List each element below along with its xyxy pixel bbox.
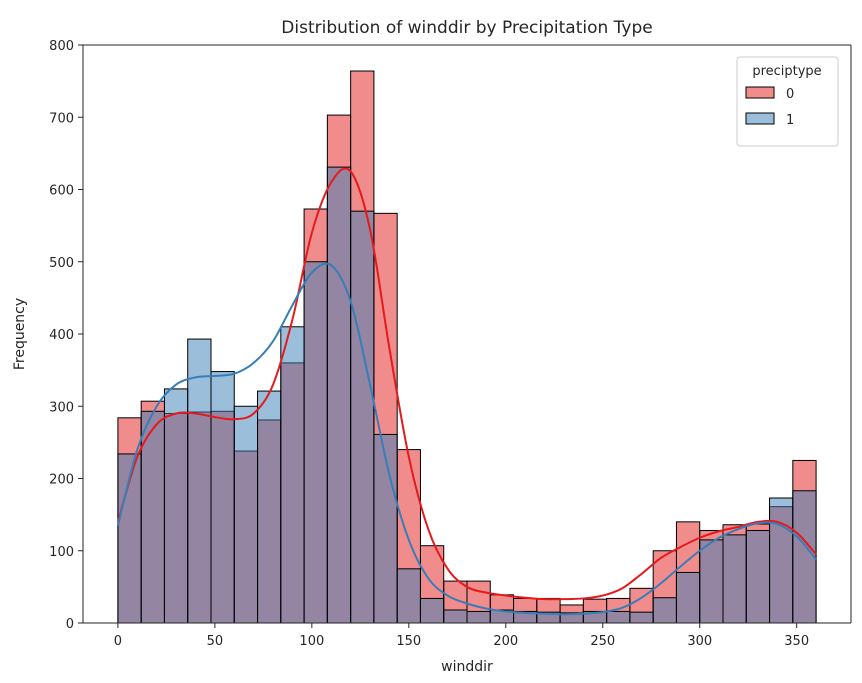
bar-series-1-bin-22: [629, 611, 654, 624]
bar-series-1-bin-26: [722, 534, 747, 624]
y-tick-label: 100: [49, 545, 74, 560]
legend-swatch-1: [745, 112, 775, 125]
y-tick-label: 500: [49, 256, 74, 271]
x-tick-label: 100: [299, 634, 324, 649]
x-tick-label: 50: [207, 634, 224, 649]
legend-label-0: 0: [786, 87, 794, 102]
bar-series-1-bin-15: [466, 610, 491, 624]
bar-series-1-bin-25: [699, 539, 724, 624]
x-tick-label: 300: [687, 634, 712, 649]
bar-series-1-bin-10: [350, 210, 375, 624]
bar-series-1-bin-4: [210, 371, 235, 624]
legend: preciptype 0 1: [736, 56, 839, 147]
x-tick-label: 350: [784, 634, 809, 649]
bar-series-1-bin-2: [163, 388, 189, 624]
series-1-kde-line: [116, 262, 817, 616]
x-tick-label: 200: [493, 634, 518, 649]
y-tick-label: 200: [49, 473, 74, 488]
y-tick-label: 600: [49, 184, 74, 199]
y-axis-ticks: 0 100 200 300 400 500 600 700 800: [49, 39, 83, 632]
y-axis-label: Frequency: [12, 298, 28, 370]
axes: [82, 44, 852, 624]
bar-series-1-bin-9: [326, 166, 352, 624]
bar-series-1-bin-12: [396, 568, 421, 624]
y-tick-label: 300: [49, 400, 74, 415]
bar-series-1-bin-28: [769, 497, 794, 624]
x-tick-label: 150: [396, 634, 421, 649]
chart-title: Distribution of winddir by Precipitation…: [281, 18, 652, 38]
y-tick-label: 700: [49, 111, 74, 126]
bar-series-1-bin-21: [606, 610, 631, 624]
bar-series-1-bin-24: [675, 571, 701, 624]
y-tick-label: 400: [49, 328, 74, 343]
bar-series-1-bin-14: [443, 609, 468, 624]
x-tick-label: 250: [590, 634, 615, 649]
bar-series-1-bin-3: [187, 338, 212, 624]
bar-series-1-bin-7: [280, 326, 305, 624]
legend-label-1: 1: [786, 113, 794, 128]
bar-series-1-bin-23: [652, 597, 677, 624]
bar-series-1-bin-5: [233, 405, 259, 624]
bar-series-1-bin-29: [792, 490, 817, 624]
bar-series-1-bin-8: [303, 261, 328, 624]
x-axis-ticks: 0 50 100 150 200 250 300 350: [114, 623, 809, 649]
bar-series-1-bin-13: [419, 597, 445, 624]
x-tick-label: 0: [114, 634, 122, 649]
legend-title: preciptype: [752, 64, 821, 79]
series-1-bars: [117, 166, 817, 624]
y-tick-label: 0: [66, 617, 74, 632]
legend-swatch-0: [745, 86, 775, 99]
x-axis-label: winddir: [441, 659, 493, 675]
y-tick-label: 800: [49, 39, 74, 54]
bar-series-1-bin-27: [745, 530, 771, 624]
bar-series-1-bin-6: [257, 390, 282, 624]
series-0-kde-line: [116, 167, 817, 601]
